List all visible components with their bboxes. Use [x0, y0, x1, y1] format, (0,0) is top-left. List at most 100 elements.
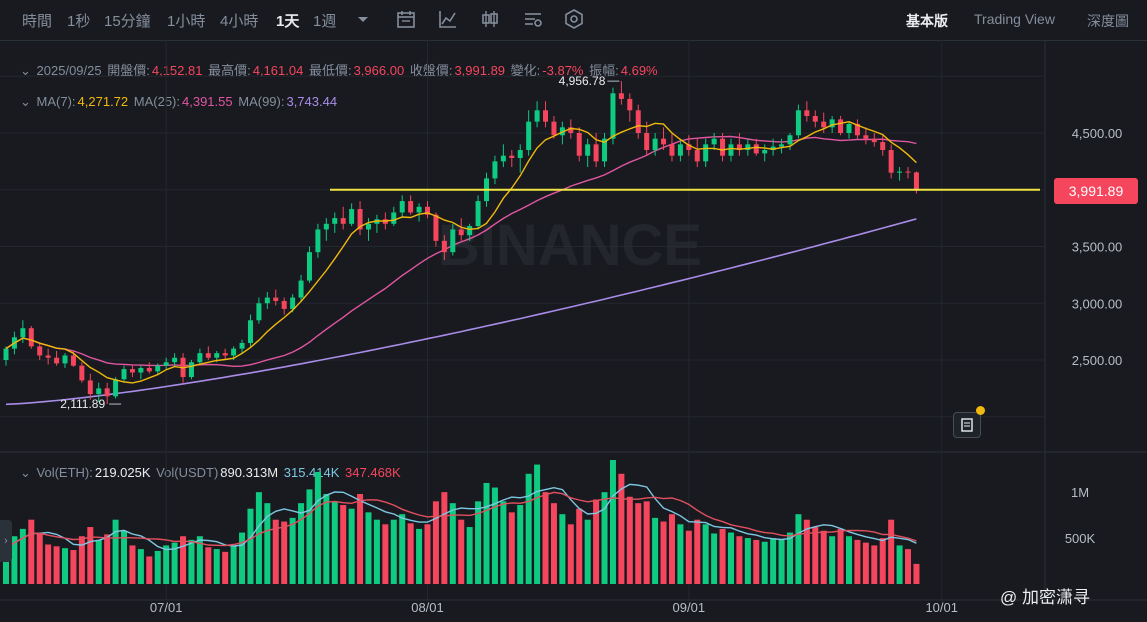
volume-bar: [846, 536, 852, 584]
vol-collapse-icon[interactable]: ⌄: [20, 465, 31, 480]
candle-body: [391, 212, 397, 224]
timeframe-1d[interactable]: 1天: [276, 13, 300, 30]
volume-bar: [905, 549, 912, 584]
expand-panel-handle[interactable]: ›: [0, 520, 12, 562]
candle-body: [568, 127, 574, 133]
timeframe-1w[interactable]: 1週: [313, 13, 337, 30]
timeframe-1s[interactable]: 1秒: [67, 13, 91, 30]
ma7-value: 4,271.72: [77, 94, 129, 109]
chart-settings-icon[interactable]: [522, 8, 544, 30]
volume-bar: [255, 492, 262, 584]
vol-ma10-polyline: [5, 491, 917, 550]
open-label: 開盤價:: [107, 63, 150, 78]
change-label: 變化:: [510, 63, 541, 78]
volume-bar: [483, 482, 490, 584]
hexagon-settings-icon[interactable]: [563, 8, 585, 30]
volume-bar: [230, 545, 237, 584]
volume-bar: [727, 532, 734, 584]
candle-body: [880, 142, 886, 151]
volume-bar: [702, 524, 709, 584]
current-price-tag: 3,991.89: [1054, 178, 1138, 204]
volume-bar: [382, 524, 389, 584]
candle-body: [787, 135, 793, 145]
volume-bar: [289, 517, 296, 584]
ohlc-collapse-icon[interactable]: ⌄: [20, 63, 31, 78]
candle-body: [382, 219, 388, 224]
candle-body: [87, 380, 93, 395]
ma7-label: MA(7):: [36, 94, 76, 109]
volume-bar: [719, 528, 726, 584]
amplitude-value: 4.69%: [620, 63, 658, 78]
ma-collapse-icon[interactable]: ⌄: [20, 94, 31, 109]
candle-body: [163, 362, 169, 366]
volume-bar: [458, 519, 465, 584]
timeframe-time[interactable]: 時間: [22, 13, 53, 30]
candle-body: [484, 178, 490, 202]
candle-body: [247, 320, 253, 343]
candle-body: [340, 218, 346, 224]
volume-bar: [803, 519, 810, 584]
x-tick-label: 09/01: [673, 600, 706, 615]
low-marker-label: 2,111.89: [60, 397, 105, 411]
candle-body: [534, 110, 540, 122]
view-depth[interactable]: 深度圖: [1087, 13, 1129, 29]
candle-body: [602, 138, 608, 162]
candle-body: [96, 388, 102, 395]
volume-bar: [626, 496, 633, 584]
candle-body: [205, 353, 211, 358]
alert-badge-icon[interactable]: [953, 406, 985, 438]
indicator-chart-icon[interactable]: [437, 8, 459, 30]
ma99-line: [5, 218, 917, 406]
calendar-icon[interactable]: [395, 8, 417, 30]
candle-body: [517, 150, 523, 158]
candle-body: [121, 369, 127, 380]
ma25-label: MA(25):: [133, 94, 180, 109]
candle-body: [79, 365, 85, 381]
volume-bar: [137, 549, 144, 584]
ma25-value: 4,391.55: [182, 94, 233, 109]
open-value: 4,152.81: [151, 63, 203, 78]
volume-bar: [188, 539, 195, 584]
candle-body: [315, 229, 321, 253]
candle-body: [45, 355, 51, 358]
candle-style-icon[interactable]: [479, 8, 501, 30]
volume-bar: [786, 532, 793, 584]
volume-bar: [449, 503, 456, 584]
timeframe-15m[interactable]: 15分鐘: [104, 13, 151, 30]
volume-bar: [36, 532, 43, 584]
timeframe-4h[interactable]: 4小時: [220, 13, 259, 30]
candle-body: [863, 135, 869, 139]
volume-bar: [862, 542, 869, 584]
vol-tick-label: 1M: [1071, 485, 1089, 500]
candle-body: [323, 223, 329, 230]
grid-lines: [0, 40, 1147, 601]
view-tradingview[interactable]: Trading View: [974, 11, 1055, 27]
candle-body: [180, 357, 186, 378]
ma25-line: [5, 135, 917, 368]
volume-bar: [146, 556, 153, 584]
ma99-label: MA(99):: [238, 94, 285, 109]
volume-bar: [542, 492, 549, 584]
candle-body: [458, 229, 464, 236]
volume-bar: [854, 539, 861, 584]
volume-bar: [550, 503, 557, 584]
candle-body: [256, 303, 262, 321]
volume-bar: [121, 530, 128, 584]
volume-bar: [795, 514, 802, 584]
candle-body: [214, 353, 220, 358]
volume-bar: [407, 523, 414, 584]
volume-bar: [500, 501, 507, 584]
ma99-polyline: [5, 218, 917, 406]
view-basic[interactable]: 基本版: [906, 13, 948, 29]
timeframe-1h[interactable]: 1小時: [167, 13, 206, 30]
candle-body: [425, 206, 430, 215]
volume-bar: [576, 508, 583, 584]
volume-bar: [744, 538, 751, 584]
more-timeframes-dropdown-icon[interactable]: [352, 8, 374, 30]
volume-bar: [424, 524, 431, 584]
x-tick-label: 08/01: [411, 600, 444, 615]
price-axis: 4,500.00 3,500.00 3,000.00 2,500.00: [1072, 126, 1123, 368]
volume-bar: [11, 536, 18, 584]
candle-body: [11, 337, 17, 349]
vol-eth-label: Vol(ETH):: [36, 465, 93, 480]
